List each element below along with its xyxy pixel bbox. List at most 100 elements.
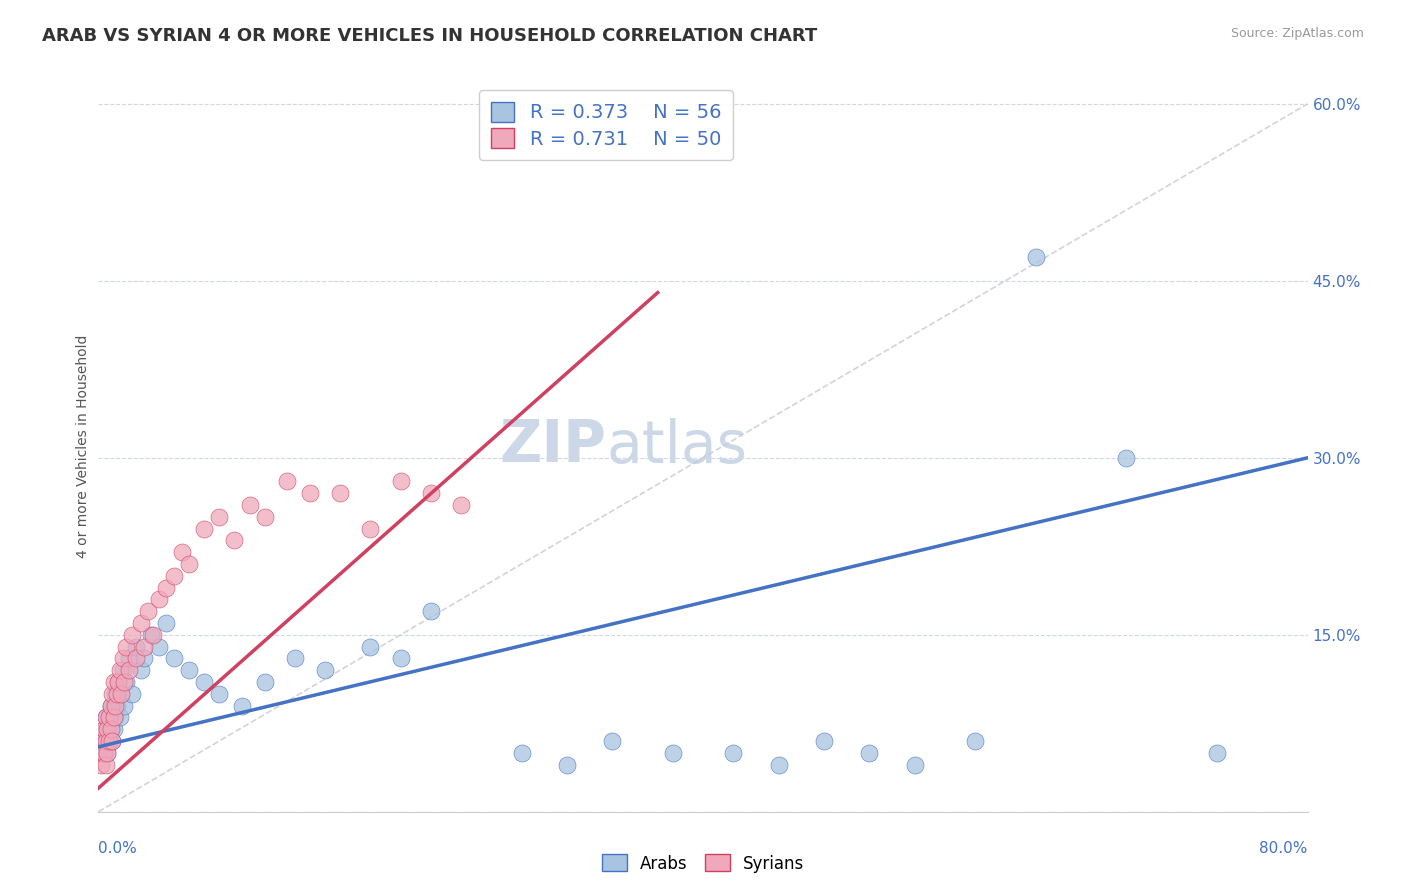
Point	[90, 734, 112, 748]
Point	[224, 533, 246, 548]
Point	[94, 710, 117, 724]
Point	[179, 663, 201, 677]
Point	[360, 522, 382, 536]
Point	[94, 710, 117, 724]
Point	[98, 734, 121, 748]
Point	[90, 757, 112, 772]
Point	[661, 746, 683, 760]
Point	[208, 509, 231, 524]
Point	[163, 568, 186, 582]
Point	[121, 628, 143, 642]
Point	[94, 734, 117, 748]
Legend: Arabs, Syrians: Arabs, Syrians	[595, 847, 811, 880]
Point	[93, 722, 115, 736]
Point	[253, 675, 276, 690]
Point	[98, 734, 121, 748]
Point	[163, 651, 186, 665]
Point	[141, 628, 163, 642]
Point	[101, 687, 124, 701]
Point	[110, 687, 132, 701]
Point	[284, 651, 307, 665]
Text: 0.0%: 0.0%	[98, 841, 138, 856]
Point	[111, 663, 134, 677]
Y-axis label: 4 or more Vehicles in Household: 4 or more Vehicles in Household	[76, 334, 90, 558]
Point	[101, 734, 124, 748]
Point	[111, 651, 134, 665]
Point	[118, 663, 141, 677]
Point	[100, 698, 122, 713]
Point	[420, 486, 443, 500]
Point	[965, 734, 987, 748]
Point	[103, 675, 125, 690]
Point	[1024, 250, 1046, 264]
Text: ARAB VS SYRIAN 4 OR MORE VEHICLES IN HOUSEHOLD CORRELATION CHART: ARAB VS SYRIAN 4 OR MORE VEHICLES IN HOU…	[42, 27, 817, 45]
Point	[813, 734, 835, 748]
Point	[93, 722, 115, 736]
Point	[904, 757, 927, 772]
Point	[239, 498, 262, 512]
Point	[389, 651, 412, 665]
Text: atlas: atlas	[606, 417, 747, 475]
Text: 80.0%: 80.0%	[1260, 841, 1308, 856]
Point	[110, 687, 132, 701]
Point	[602, 734, 624, 748]
Point	[155, 581, 177, 595]
Point	[103, 698, 125, 713]
Point	[114, 640, 136, 654]
Point	[420, 604, 443, 618]
Point	[155, 615, 177, 630]
Point	[129, 615, 152, 630]
Point	[314, 663, 336, 677]
Point	[276, 475, 298, 489]
Point	[125, 651, 148, 665]
Point	[93, 746, 115, 760]
Point	[1206, 746, 1229, 760]
Point	[100, 698, 122, 713]
Point	[108, 710, 131, 724]
Point	[108, 663, 131, 677]
Point	[107, 675, 129, 690]
Point	[103, 722, 125, 736]
Point	[101, 710, 124, 724]
Point	[98, 710, 121, 724]
Point	[105, 687, 128, 701]
Point	[208, 687, 231, 701]
Point	[132, 651, 155, 665]
Point	[510, 746, 533, 760]
Point	[94, 757, 117, 772]
Point	[148, 640, 170, 654]
Point	[1115, 450, 1137, 465]
Point	[389, 475, 412, 489]
Point	[100, 722, 122, 736]
Point	[100, 722, 122, 736]
Point	[299, 486, 322, 500]
Point	[179, 557, 201, 571]
Point	[104, 698, 127, 713]
Point	[96, 722, 118, 736]
Point	[148, 592, 170, 607]
Point	[107, 675, 129, 690]
Point	[101, 734, 124, 748]
Point	[114, 675, 136, 690]
Point	[96, 722, 118, 736]
Point	[91, 734, 114, 748]
Point	[329, 486, 352, 500]
Point	[231, 698, 253, 713]
Point	[103, 710, 125, 724]
Point	[104, 710, 127, 724]
Text: Source: ZipAtlas.com: Source: ZipAtlas.com	[1230, 27, 1364, 40]
Point	[94, 734, 117, 748]
Point	[98, 710, 121, 724]
Point	[104, 687, 127, 701]
Text: ZIP: ZIP	[499, 417, 606, 475]
Point	[768, 757, 790, 772]
Point	[132, 640, 155, 654]
Point	[129, 663, 152, 677]
Point	[858, 746, 880, 760]
Point	[170, 545, 193, 559]
Point	[142, 628, 165, 642]
Point	[360, 640, 382, 654]
Point	[253, 509, 276, 524]
Point	[96, 746, 118, 760]
Point	[118, 651, 141, 665]
